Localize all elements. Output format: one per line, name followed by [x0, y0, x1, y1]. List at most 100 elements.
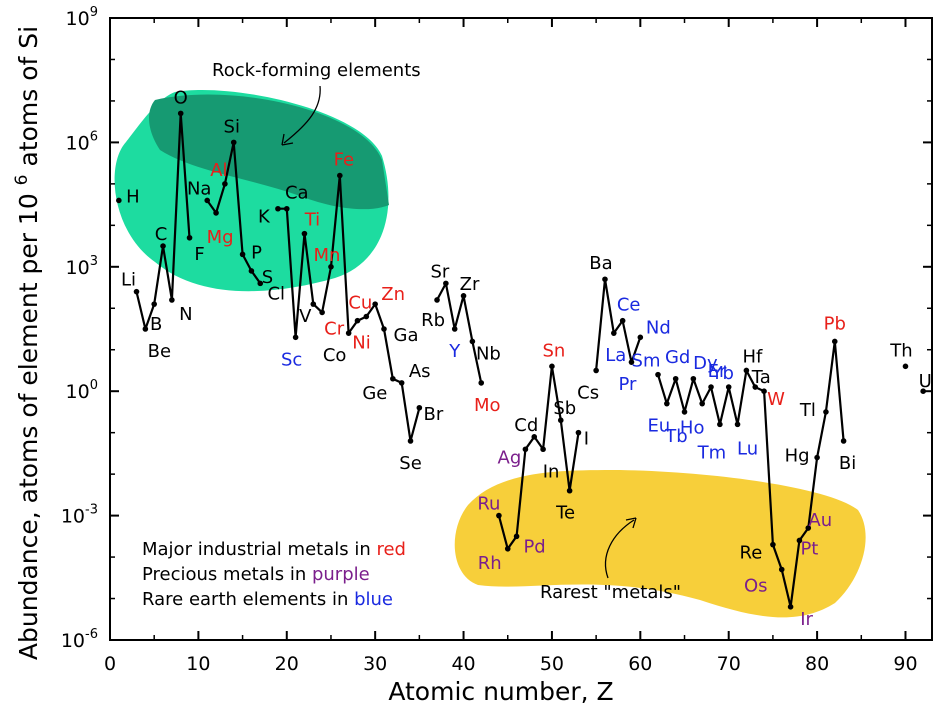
- element-label-zn: Zn: [381, 284, 405, 305]
- data-point-gd: [672, 375, 679, 382]
- series-line: [497, 365, 580, 550]
- legend-line-rare_earth: Rare earth elements in blue: [142, 589, 393, 610]
- data-point-c: [160, 243, 166, 249]
- element-label-sn: Sn: [543, 340, 566, 361]
- element-label-bi: Bi: [839, 453, 856, 474]
- element-label-si: Si: [224, 116, 240, 137]
- data-point-ag: [522, 446, 529, 453]
- element-label-u: U: [919, 371, 932, 392]
- rare-arrow-head: [625, 517, 637, 529]
- data-point-v: [310, 301, 317, 307]
- y-tick-label: 109: [66, 5, 98, 30]
- data-point-pd: [513, 533, 520, 540]
- data-point-n: [169, 297, 175, 303]
- annotations-layer: Rock-forming elements Rarest "metals" Majo…: [142, 60, 681, 610]
- element-label-i: I: [584, 429, 589, 450]
- element-label-ba: Ba: [589, 253, 612, 274]
- element-label-ti: Ti: [304, 210, 320, 231]
- element-label-fe: Fe: [334, 150, 354, 171]
- x-tick-label: 60: [628, 653, 652, 675]
- x-tick-label: 0: [104, 653, 116, 675]
- element-label-li: Li: [121, 270, 136, 291]
- data-point-ru: [496, 512, 502, 519]
- rare-metals-region: [454, 470, 866, 618]
- element-label-br: Br: [423, 404, 443, 425]
- x-tick-label: 40: [451, 653, 475, 675]
- data-point-rh: [504, 545, 511, 552]
- data-point-ni: [354, 317, 361, 324]
- element-label-p: P: [251, 242, 262, 263]
- data-point-sn: [549, 363, 555, 370]
- element-label-sm: Sm: [632, 351, 661, 372]
- data-point-yb: [725, 384, 732, 390]
- data-point-h: [116, 197, 122, 204]
- data-point-as: [398, 380, 405, 386]
- element-label-pt: Pt: [800, 538, 818, 559]
- data-point-si: [230, 139, 237, 146]
- data-point-tb: [681, 409, 688, 415]
- element-label-cs: Cs: [577, 382, 599, 403]
- data-point-k: [275, 205, 281, 212]
- y-axis-title: Abundance, atoms of element per 10 6 ato…: [12, 26, 43, 660]
- element-label-sb: Sb: [553, 398, 576, 419]
- element-label-ho: Ho: [680, 418, 705, 439]
- data-point-dy: [690, 375, 697, 382]
- element-label-na: Na: [187, 178, 212, 199]
- data-point-u: [920, 388, 926, 395]
- rock-forming-label: Rock-forming elements: [212, 60, 421, 81]
- data-point-cd: [531, 434, 538, 440]
- data-point-mo: [478, 380, 485, 386]
- element-label-tb: Tb: [664, 426, 687, 447]
- data-point-cr: [319, 309, 325, 316]
- data-point-au: [805, 525, 812, 531]
- plot-border: [109, 17, 933, 641]
- rock-overlap-region: [148, 94, 389, 210]
- data-point-y: [451, 326, 458, 332]
- element-label-s: S: [262, 267, 273, 288]
- element-label-al: Al: [210, 160, 227, 181]
- element-label-nd: Nd: [646, 317, 671, 338]
- element-label-re: Re: [740, 543, 763, 564]
- element-label-h: H: [126, 186, 140, 207]
- element-label-o: O: [174, 87, 188, 108]
- element-label-as: As: [409, 361, 431, 382]
- data-point-br: [416, 404, 423, 411]
- element-label-cu: Cu: [348, 293, 372, 314]
- data-point-hg: [814, 454, 820, 461]
- element-label-y: Y: [448, 341, 461, 362]
- x-axis-title: Atomic number, Z: [388, 677, 613, 706]
- element-label-ga: Ga: [394, 325, 419, 346]
- y-tick-label: 100: [66, 378, 98, 403]
- data-point-pt: [796, 537, 803, 544]
- data-point-bi: [840, 438, 847, 444]
- data-point-rb: [434, 297, 440, 303]
- element-label-pb: Pb: [824, 313, 846, 334]
- element-label-lu: Lu: [737, 438, 758, 459]
- element-label-co: Co: [323, 345, 347, 366]
- element-label-zr: Zr: [460, 274, 480, 295]
- element-label-th: Th: [889, 340, 912, 361]
- element-label-ce: Ce: [617, 295, 641, 316]
- data-point-hf: [743, 367, 750, 374]
- x-tick-label: 30: [363, 653, 387, 675]
- element-label-ta: Ta: [751, 367, 771, 388]
- element-label-ni: Ni: [352, 333, 370, 354]
- data-point-fe: [337, 172, 343, 179]
- data-point-ce: [619, 317, 626, 324]
- data-point-p: [239, 251, 246, 258]
- data-point-ga: [381, 326, 387, 332]
- element-label-cr: Cr: [324, 318, 345, 339]
- element-label-os: Os: [744, 576, 768, 597]
- data-point-f: [186, 234, 193, 241]
- element-label-hf: Hf: [742, 346, 763, 367]
- element-label-rh: Rh: [478, 553, 502, 574]
- element-label-au: Au: [808, 510, 832, 531]
- data-point-cl: [257, 280, 264, 287]
- element-label-sc: Sc: [281, 349, 302, 370]
- data-point-ta: [752, 384, 759, 390]
- element-label-rb: Rb: [421, 310, 445, 331]
- element-label-la: La: [605, 345, 626, 366]
- data-point-be: [142, 326, 149, 332]
